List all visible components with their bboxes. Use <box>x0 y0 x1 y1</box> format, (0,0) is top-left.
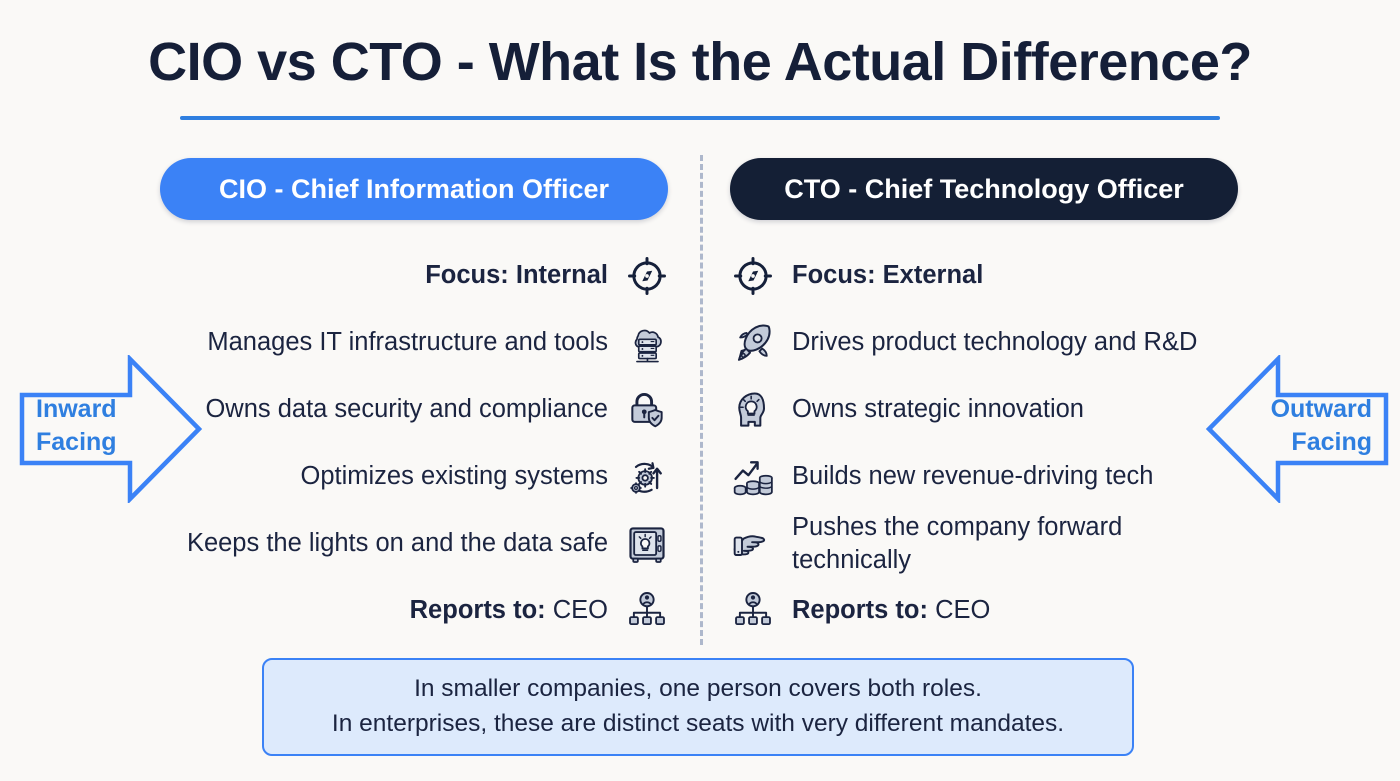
compass-icon <box>624 253 670 299</box>
inward-facing-label: Inward Facing <box>18 393 203 459</box>
summary-note-line1: In smaller companies, one person covers … <box>414 675 982 703</box>
gears-refresh-icon <box>624 454 670 500</box>
reports-to-value: CEO <box>935 596 991 625</box>
list-item-label: Keeps the lights on and the data safe <box>186 529 608 558</box>
rocket-icon <box>730 320 776 366</box>
org-chart-icon <box>730 588 776 634</box>
list-item-label: Reports to: CEO <box>776 594 990 627</box>
page-title: CIO vs CTO - What Is the Actual Differen… <box>148 32 1252 92</box>
list-item-label: Drives product technology and R&D <box>792 328 1198 357</box>
arrow-label-line2: Facing <box>1291 428 1372 456</box>
cio-role-pill[interactable]: CIO - Chief Information Officer <box>160 158 668 220</box>
pointing-hand-icon <box>730 521 776 567</box>
outward-facing-arrow: Outward Facing <box>1205 355 1390 503</box>
list-item-revenue-driving-tech: Builds new revenue-driving tech <box>730 443 1240 510</box>
arrow-label-line1: Outward <box>1270 395 1372 423</box>
cto-role-pill[interactable]: CTO - Chief Technology Officer <box>730 158 1238 220</box>
cio-column: CIO - Chief Information Officer Focus: I… <box>160 158 670 644</box>
reports-to-label: Reports to: <box>409 596 546 625</box>
org-chart-icon <box>624 588 670 634</box>
cloud-server-icon <box>624 320 670 366</box>
list-item-label: Pushes the company forward technically <box>792 512 1123 574</box>
list-item-reports-to-cto: Reports to: CEO <box>730 577 1240 644</box>
summary-note-line2: In enterprises, these are distinct seats… <box>331 710 1065 737</box>
inward-facing-arrow: Inward Facing <box>18 355 203 503</box>
list-item-label: Focus: Internal <box>425 261 608 290</box>
list-item-reports-to-cio: Reports to: CEO <box>160 577 670 644</box>
outward-facing-label: Outward Facing <box>1205 393 1390 459</box>
arrow-label-line1: Inward <box>36 395 117 423</box>
arrow-label-line2: Facing <box>36 428 117 456</box>
growth-coins-icon <box>730 454 776 500</box>
reports-to-label: Reports to: <box>792 596 928 625</box>
safe-vault-icon <box>624 521 670 567</box>
title-underline <box>180 116 1220 120</box>
list-item-label: Reports to: CEO <box>410 594 624 627</box>
list-item-optimizes-systems: Optimizes existing systems <box>160 443 670 510</box>
list-item-label: Focus: External <box>792 261 984 290</box>
cio-row-list: Focus: Internal Manages IT infrastructur… <box>160 242 670 644</box>
list-item-strategic-innovation: Owns strategic innovation <box>730 376 1240 443</box>
reports-to-value: CEO <box>552 596 608 625</box>
page-title-block: CIO vs CTO - What Is the Actual Differen… <box>0 34 1400 91</box>
list-item-keeps-lights-on: Keeps the lights on and the data safe <box>160 510 670 577</box>
list-item-focus-external: Focus: External <box>730 242 1240 309</box>
list-item-label: Builds new revenue-driving tech <box>792 462 1154 491</box>
list-item-drives-product-tech: Drives product technology and R&D <box>730 309 1240 376</box>
head-lightbulb-icon <box>730 387 776 433</box>
list-item-label: Manages IT infrastructure and tools <box>207 328 608 357</box>
list-item-label: Owns strategic innovation <box>792 395 1084 424</box>
compass-icon <box>730 253 776 299</box>
summary-note: In smaller companies, one person covers … <box>262 658 1134 756</box>
column-divider <box>700 155 703 645</box>
cto-column: CTO - Chief Technology Officer Focus: Ex… <box>730 158 1240 644</box>
list-item-manages-it: Manages IT infrastructure and tools <box>160 309 670 376</box>
cto-row-list: Focus: External Drives product technolog… <box>730 242 1240 644</box>
arrow-left-shape <box>1205 355 1389 503</box>
list-item-pushes-forward: Pushes the company forward technically <box>730 510 1240 577</box>
list-item-label: Optimizes existing systems <box>300 462 609 491</box>
list-item-focus-internal: Focus: Internal <box>160 242 670 309</box>
list-item-label: Owns data security and compliance <box>205 395 608 424</box>
list-item-data-security: Owns data security and compliance <box>160 376 670 443</box>
lock-shield-icon <box>624 387 670 433</box>
arrow-right-shape <box>19 355 203 503</box>
